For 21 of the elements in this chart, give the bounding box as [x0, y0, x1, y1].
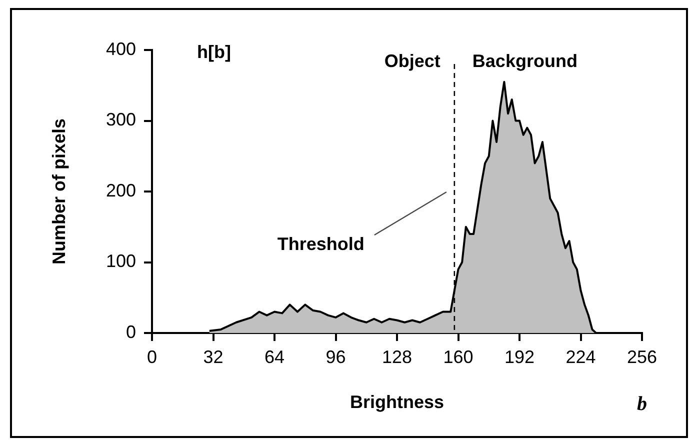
text: b	[637, 393, 647, 416]
annotation: Background	[472, 50, 578, 71]
y-tick-label: 300	[106, 110, 136, 130]
x-tick-label: 0	[146, 346, 158, 367]
y-axis-title: Number of pixels	[48, 118, 69, 265]
x-tick-label: 160	[443, 346, 474, 367]
x-axis-title: Brightness	[350, 392, 444, 412]
annotation: h[b]	[197, 42, 231, 62]
y-tick-label: 0	[126, 322, 136, 342]
y-tick-label: 100	[106, 251, 136, 272]
x-tick-label: 192	[504, 346, 535, 367]
x-tick-label: 96	[326, 346, 346, 367]
x-tick-label: 64	[264, 346, 285, 367]
y-tick-label: 200	[106, 180, 136, 200]
y-tick-label: 400	[106, 38, 136, 59]
x-tick-label: 256	[626, 346, 658, 367]
x-tick-label: 32	[203, 346, 224, 367]
annotation: Object	[384, 50, 440, 71]
x-tick-label: 128	[382, 346, 412, 367]
x-tick-label: 224	[566, 346, 596, 367]
ref-line-label: Threshold	[277, 234, 364, 254]
